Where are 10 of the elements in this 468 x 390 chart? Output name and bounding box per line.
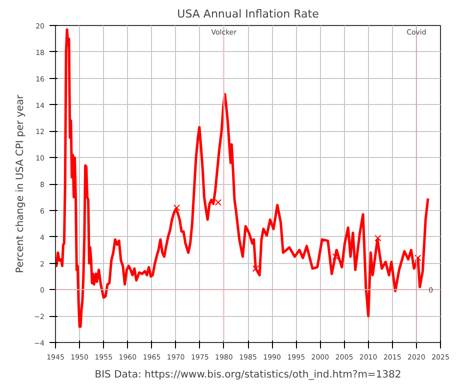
point [374, 234, 382, 242]
point [173, 204, 180, 212]
line-series [56, 28, 430, 328]
chart-title: USA Annual Inflation Rate [177, 8, 320, 20]
point [214, 199, 222, 206]
point [332, 253, 339, 260]
y-axis-title: Percent change in USA CPI per year [15, 94, 26, 274]
point [252, 265, 260, 272]
text: BIS Data: https://www.bis.org/statistics/oth_ind.htm?m=1382 [94, 370, 402, 380]
point [414, 254, 422, 262]
